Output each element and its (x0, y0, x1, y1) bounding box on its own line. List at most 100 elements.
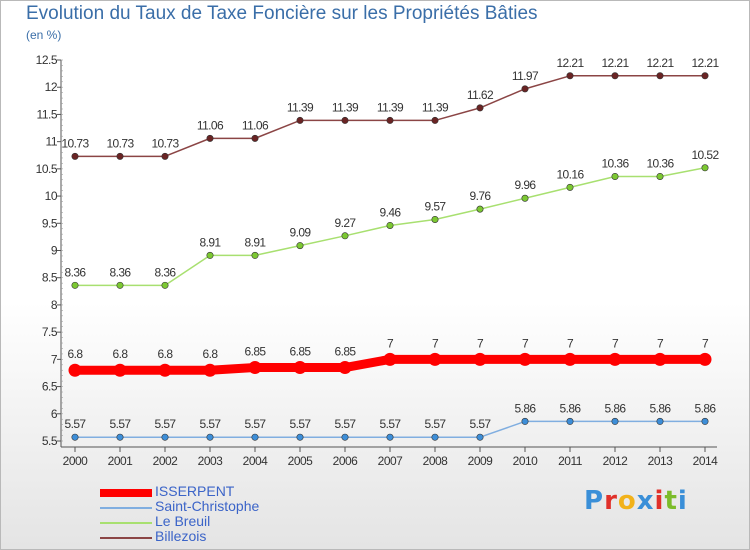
data-label: 8.91 (200, 235, 222, 249)
data-point (521, 417, 529, 425)
data-label: 10.73 (106, 136, 134, 150)
x-tick-label: 2011 (558, 454, 583, 468)
data-label: 9.96 (515, 178, 537, 192)
data-point (116, 433, 124, 441)
x-tick-label: 2008 (423, 454, 449, 468)
data-point (203, 363, 217, 377)
data-label: 12.21 (556, 56, 584, 70)
data-label: 5.86 (605, 401, 627, 415)
data-label: 11.06 (197, 118, 224, 132)
data-point (518, 352, 532, 366)
data-label: 6.85 (245, 345, 267, 359)
logo-letter: P (584, 486, 605, 516)
data-point (293, 361, 307, 375)
data-point (653, 352, 667, 366)
data-label: 7 (612, 336, 619, 350)
y-tick-label: 6 (51, 407, 58, 421)
data-label: 6.8 (158, 347, 174, 361)
data-label: 6.8 (68, 347, 84, 361)
data-point (71, 281, 79, 289)
data-point (206, 134, 214, 142)
legend-swatch (100, 507, 152, 509)
x-tick-label: 2007 (378, 454, 404, 468)
data-label: 10.16 (556, 167, 584, 181)
data-label: 8.36 (65, 265, 87, 279)
data-point (701, 164, 709, 172)
data-label: 5.86 (560, 401, 582, 415)
data-point (341, 232, 349, 240)
data-label: 5.57 (425, 417, 447, 431)
x-tick-label: 2013 (648, 454, 674, 468)
unit-label: (en %) (26, 28, 62, 42)
y-tick-label: 7 (51, 352, 58, 366)
data-point (611, 172, 619, 180)
y-tick-label: 12.5 (36, 53, 58, 67)
data-point (341, 116, 349, 124)
x-tick-label: 2003 (198, 454, 224, 468)
data-label: 8.36 (155, 265, 177, 279)
data-label: 10.73 (151, 136, 179, 150)
data-label: 5.86 (515, 401, 537, 415)
data-point (161, 152, 169, 160)
data-labels: 10.73 10.73 10.73 11.06 11.06 11.39 11.39 11.39… (61, 56, 720, 431)
data-label: 5.57 (65, 417, 87, 431)
legend-label: Billezois (155, 528, 207, 544)
data-point (113, 363, 127, 377)
data-label: 11.97 (512, 69, 539, 83)
data-label: 9.09 (290, 226, 312, 240)
data-label: 7 (567, 336, 574, 350)
legend-label: Le Breuil (155, 513, 211, 529)
data-point (296, 242, 304, 250)
x-tick-label: 2009 (468, 454, 494, 468)
data-label: 6.85 (290, 345, 312, 359)
data-point (206, 433, 214, 441)
data-label: 10.73 (61, 136, 89, 150)
data-label: 8.91 (245, 235, 267, 249)
data-point (656, 417, 664, 425)
data-label: 7 (522, 336, 529, 350)
data-label: 6.8 (113, 347, 129, 361)
data-point (428, 352, 442, 366)
data-point (206, 251, 214, 259)
data-point (521, 194, 529, 202)
data-point (386, 433, 394, 441)
y-tick-label: 9.5 (42, 216, 58, 230)
data-label: 11.39 (422, 100, 449, 114)
data-point (701, 417, 709, 425)
data-point (566, 417, 574, 425)
data-label: 5.86 (650, 401, 672, 415)
data-label: 6.8 (203, 347, 219, 361)
proxiti-logo: Proxiti (584, 486, 688, 516)
data-label: 9.27 (335, 216, 357, 230)
data-point (386, 221, 394, 229)
data-point (71, 433, 79, 441)
y-tick-label: 11 (46, 135, 58, 149)
y-tick-label: 9 (51, 244, 58, 258)
data-label: 10.36 (601, 156, 629, 170)
chart-title: Evolution du Taux de Taxe Foncière sur l… (26, 3, 538, 24)
data-point (296, 116, 304, 124)
data-point (431, 433, 439, 441)
y-tick-label: 5.5 (42, 434, 58, 448)
series-le-breuil (71, 164, 709, 289)
data-label: 7 (702, 336, 709, 350)
data-point (566, 183, 574, 191)
data-label: 5.57 (335, 417, 357, 431)
y-tick-label: 10.5 (36, 162, 58, 176)
data-point (251, 433, 259, 441)
y-tick-label: 8 (51, 298, 58, 312)
data-point (476, 104, 484, 112)
data-label: 5.57 (380, 417, 402, 431)
data-label: 7 (432, 336, 439, 350)
data-label: 5.57 (290, 417, 312, 431)
data-point (611, 417, 619, 425)
data-point (656, 172, 664, 180)
data-point (566, 72, 574, 80)
data-label: 9.76 (470, 189, 492, 203)
logo-letter: i (654, 486, 665, 516)
logo-letter: r (604, 486, 618, 516)
data-label: 6.85 (335, 345, 357, 359)
data-label: 5.57 (155, 417, 177, 431)
data-point (296, 433, 304, 441)
